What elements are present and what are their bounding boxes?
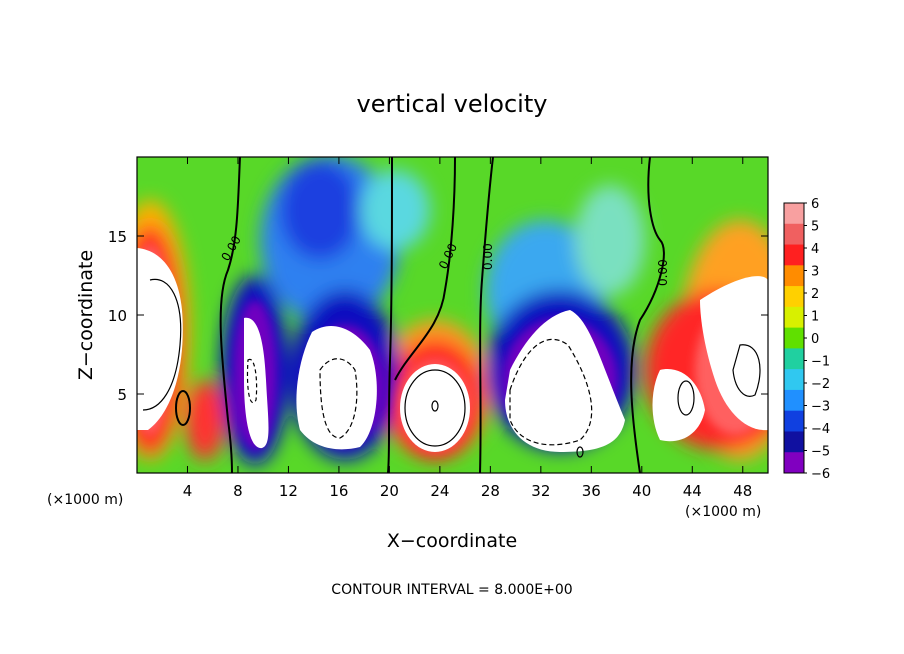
- colorbar-swatch: [784, 244, 804, 266]
- y-axis-ticks: 5 10 15: [108, 228, 768, 404]
- colorbar-swatch: [784, 223, 804, 246]
- saturated-cores: [137, 248, 768, 452]
- contour-interval-note: CONTOUR INTERVAL = 8.000E+00: [331, 582, 572, 598]
- x-axis-label: X−coordinate: [387, 530, 517, 552]
- colorbar-label: −3: [811, 400, 830, 415]
- y-tick-label: 5: [117, 386, 127, 404]
- colorbar-swatch: [784, 327, 804, 349]
- zero-label-4: 0.00: [656, 259, 670, 286]
- x-tick-label: 36: [582, 482, 601, 500]
- colorbar-swatch: [784, 348, 804, 370]
- x-tick-label: 8: [233, 482, 243, 500]
- x-tick-label: 4: [183, 482, 193, 500]
- colorbar-label: 0: [811, 332, 819, 347]
- colorbar-swatch: [784, 286, 804, 308]
- x-tick-label: 20: [380, 482, 399, 500]
- zero-label-3: 0.00: [481, 243, 495, 270]
- zero-contours: [219, 157, 665, 473]
- x-unit-right: (×1000 m): [685, 504, 761, 520]
- colorbar-label: −2: [811, 377, 830, 392]
- colorbar-label: −1: [811, 355, 830, 370]
- x-tick-label: 44: [683, 482, 702, 500]
- colorbar-swatch: [784, 203, 804, 225]
- colorbar-label: 1: [811, 310, 819, 325]
- x-tick-label: 32: [531, 482, 550, 500]
- colorbar-label: 2: [811, 287, 819, 302]
- colorbar-swatch: [784, 389, 804, 412]
- y-axis-label: Z−coordinate: [75, 250, 97, 380]
- x-tick-label: 24: [430, 482, 449, 500]
- x-tick-label: 16: [329, 482, 348, 500]
- chart-title: vertical velocity: [357, 90, 548, 118]
- colorbar-label: 4: [811, 242, 819, 257]
- colorbar-label: −4: [811, 422, 830, 437]
- colorbar-swatch: [784, 410, 804, 432]
- colorbar-label: 5: [811, 220, 819, 235]
- colorbar-swatch: [784, 306, 804, 329]
- colorbar-label: −6: [811, 467, 830, 482]
- colorbar-swatch: [784, 369, 804, 391]
- x-tick-label: 28: [481, 482, 500, 500]
- colorbar-swatch: [784, 452, 804, 474]
- x-unit-left: (×1000 m): [47, 492, 123, 508]
- colorbar-swatch: [784, 431, 804, 453]
- colorbar-swatch: [784, 265, 804, 287]
- colorbar-label: 6: [811, 197, 819, 212]
- y-tick-label: 15: [108, 228, 127, 246]
- colorbar-label: −5: [811, 445, 830, 460]
- x-tick-label: 48: [733, 482, 752, 500]
- velocity-field: 0.00 0.00 0.00 0.00: [137, 157, 768, 473]
- colorbar: 6 5 4 3 2 1 0 −1 −2 −3 −4 −5 −6: [783, 197, 830, 482]
- x-tick-label: 12: [279, 482, 298, 500]
- x-axis-ticks: 4 8 12 16 20 24 28 32 36 40 44 48: [183, 157, 752, 500]
- colorbar-label: 3: [811, 265, 819, 280]
- x-tick-label: 40: [632, 482, 651, 500]
- y-tick-label: 10: [108, 307, 127, 325]
- contour-lines: [142, 278, 761, 458]
